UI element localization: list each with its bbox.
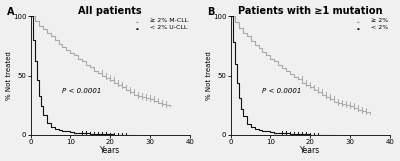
Text: A: A [7, 7, 14, 17]
Legend: ≥ 2%, < 2%: ≥ 2%, < 2% [357, 18, 389, 31]
Text: P < 0.0001: P < 0.0001 [262, 88, 302, 94]
Text: B: B [207, 7, 214, 17]
X-axis label: Years: Years [300, 147, 320, 155]
X-axis label: Years: Years [100, 147, 120, 155]
Legend: ≥ 2% M-CLL, < 2% U-CLL: ≥ 2% M-CLL, < 2% U-CLL [136, 18, 189, 31]
Text: P < 0.0001: P < 0.0001 [62, 88, 102, 94]
Title: Patients with ≥1 mutation: Patients with ≥1 mutation [238, 6, 382, 16]
Y-axis label: % Not treated: % Not treated [6, 51, 12, 100]
Y-axis label: % Not treated: % Not treated [206, 51, 212, 100]
Title: All patients: All patients [78, 6, 142, 16]
